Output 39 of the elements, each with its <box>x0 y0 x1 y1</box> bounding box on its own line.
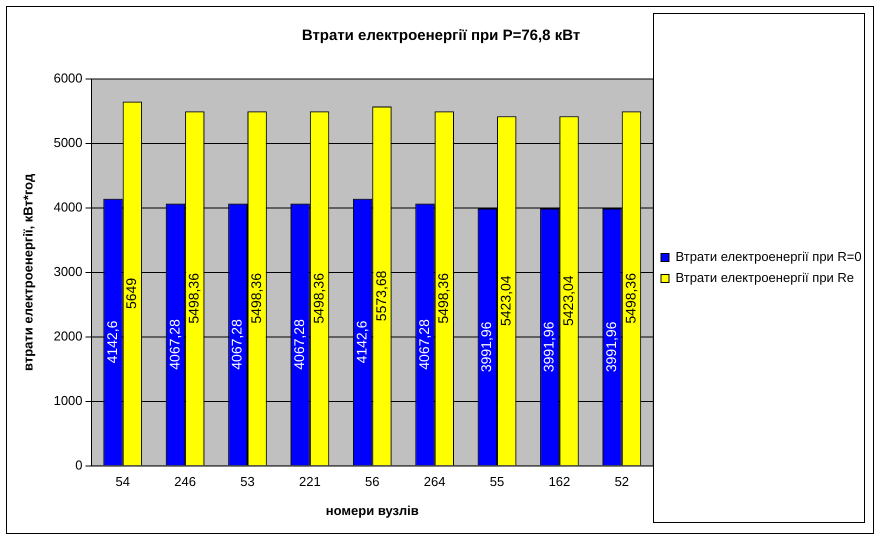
data-label: 4142,6 <box>104 320 120 364</box>
legend-label: Втрати електроенергії при Re <box>676 270 854 286</box>
x-tick-label: 52 <box>614 474 630 490</box>
y-tick-label: 6000 <box>54 70 83 86</box>
data-label: 5498,36 <box>186 272 202 324</box>
x-tick-label: 246 <box>174 474 196 490</box>
data-label: 5649 <box>123 278 140 310</box>
y-tick-label: 1000 <box>54 392 83 408</box>
data-label: 5423,04 <box>498 275 514 326</box>
data-label: 5498,36 <box>310 272 326 324</box>
data-label: 4067,28 <box>166 318 182 370</box>
data-label: 5573,68 <box>372 270 389 322</box>
data-label: 5423,04 <box>560 275 576 326</box>
y-tick-label: 3000 <box>54 264 83 279</box>
data-label: 3991,96 <box>602 321 619 372</box>
y-axis-title: втрати електроенергії, кВт*год <box>20 173 36 371</box>
x-tick-label: 264 <box>424 474 446 490</box>
legend-label: Втрати електроенергії при R=0 <box>676 249 862 264</box>
x-tick-label: 53 <box>240 474 255 490</box>
y-tick-label: 2000 <box>54 328 83 344</box>
data-label: 4067,28 <box>416 318 432 370</box>
y-tick-label: 0 <box>75 457 83 472</box>
x-tick-label: 56 <box>365 474 380 490</box>
chart-title: Втрати електроенергії при P=76,8 кВт <box>302 27 580 44</box>
x-tick-label: 55 <box>490 474 504 490</box>
data-label: 5498,36 <box>622 272 638 324</box>
x-axis-title: номери вузлів <box>326 502 419 518</box>
data-label: 4142,6 <box>353 320 370 364</box>
x-tick-label: 162 <box>548 474 570 490</box>
data-label: 3991,96 <box>478 321 494 372</box>
data-label: 5498,36 <box>435 272 452 324</box>
data-label: 4067,28 <box>228 318 245 370</box>
y-tick-label: 5000 <box>54 135 83 150</box>
data-label: 5498,36 <box>248 272 264 324</box>
x-tick-label: 54 <box>115 474 130 490</box>
data-label: 4067,28 <box>291 318 308 370</box>
x-tick-label: 221 <box>299 474 321 490</box>
y-tick-label: 4000 <box>54 200 83 215</box>
data-label: 3991,96 <box>540 321 557 372</box>
